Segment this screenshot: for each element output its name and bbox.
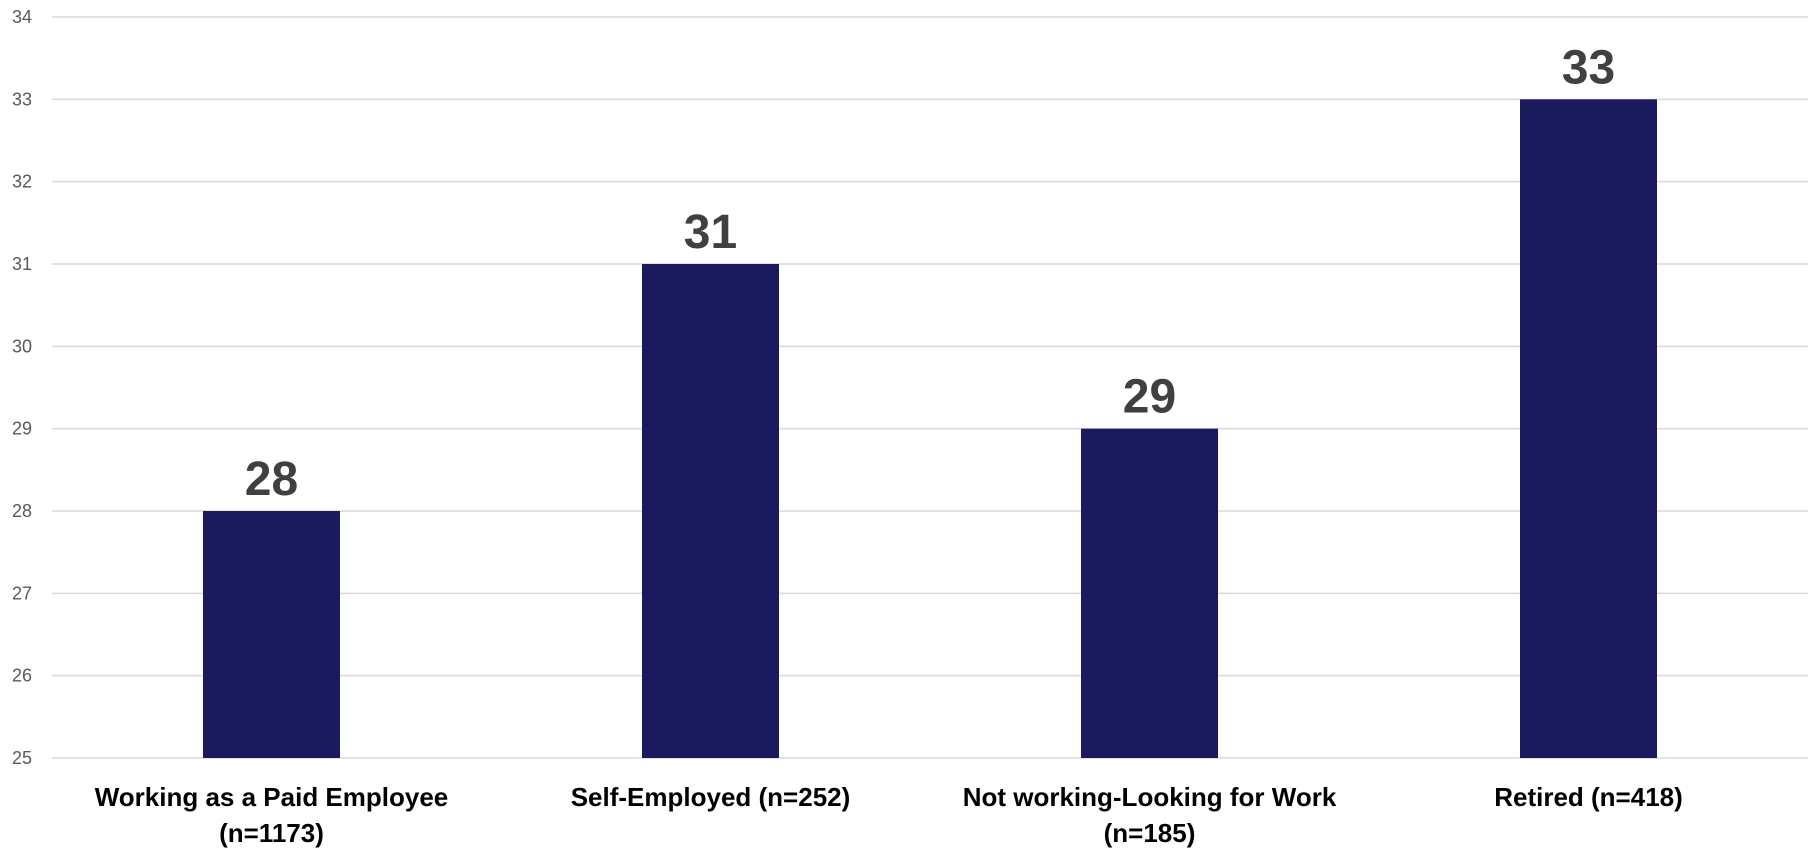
y-tick-label: 32 — [12, 172, 32, 192]
y-tick-label: 31 — [12, 254, 32, 274]
x-axis-labels: Working as a Paid Employee (n=1173) Self-E… — [95, 782, 1683, 848]
data-labels: 28 31 29 33 — [245, 41, 1615, 506]
y-axis-ticks: 25 26 27 28 29 30 31 32 33 34 — [12, 7, 32, 768]
y-tick-label: 28 — [12, 501, 32, 521]
bar — [1081, 428, 1218, 758]
y-tick-label: 25 — [12, 748, 32, 768]
data-label: 31 — [684, 206, 737, 259]
bar — [642, 264, 779, 758]
x-tick-label: (n=185) — [1104, 818, 1196, 848]
y-tick-label: 30 — [12, 336, 32, 356]
bars — [203, 99, 1657, 759]
data-label: 33 — [1562, 41, 1615, 94]
data-label: 28 — [245, 453, 298, 506]
y-tick-label: 34 — [12, 7, 32, 27]
bar — [1520, 99, 1657, 759]
y-tick-label: 29 — [12, 419, 32, 439]
y-tick-label: 26 — [12, 666, 32, 686]
bar — [203, 511, 340, 758]
x-tick-label: Not working-Looking for Work — [963, 782, 1337, 812]
x-tick-label: (n=1173) — [219, 818, 324, 848]
data-label: 29 — [1123, 371, 1176, 424]
x-tick-label: Working as a Paid Employee — [95, 782, 449, 812]
y-tick-label: 33 — [12, 89, 32, 109]
x-tick-label: Self-Employed (n=252) — [571, 782, 851, 812]
gridlines — [52, 16, 1808, 759]
y-tick-label: 27 — [12, 583, 32, 603]
x-tick-label: Retired (n=418) — [1494, 782, 1683, 812]
